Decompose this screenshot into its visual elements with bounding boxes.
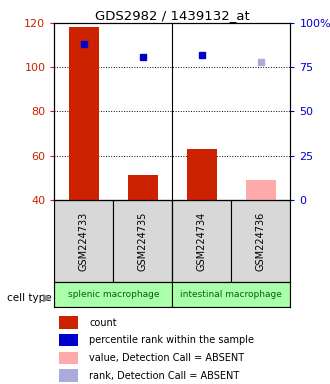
Text: GSM224735: GSM224735 — [138, 211, 148, 271]
Bar — [231, 200, 290, 282]
Text: splenic macrophage: splenic macrophage — [68, 290, 159, 299]
Text: cell type: cell type — [7, 293, 51, 303]
Bar — [59, 352, 78, 364]
Bar — [69, 28, 99, 200]
Bar — [54, 282, 172, 307]
Text: count: count — [89, 318, 117, 328]
Bar — [128, 175, 158, 200]
Text: rank, Detection Call = ABSENT: rank, Detection Call = ABSENT — [89, 371, 239, 381]
Text: GSM224736: GSM224736 — [256, 211, 266, 271]
Bar — [172, 200, 231, 282]
Bar — [114, 200, 173, 282]
Bar — [187, 149, 217, 200]
Text: percentile rank within the sample: percentile rank within the sample — [89, 335, 254, 345]
Text: GSM224733: GSM224733 — [79, 211, 89, 271]
Text: intestinal macrophage: intestinal macrophage — [181, 290, 282, 299]
Bar — [59, 369, 78, 382]
Bar — [246, 180, 276, 200]
Bar — [59, 316, 78, 329]
Text: ▶: ▶ — [43, 293, 51, 303]
Text: GSM224734: GSM224734 — [197, 211, 207, 271]
Title: GDS2982 / 1439132_at: GDS2982 / 1439132_at — [95, 9, 250, 22]
Bar — [59, 334, 78, 346]
Text: value, Detection Call = ABSENT: value, Detection Call = ABSENT — [89, 353, 244, 363]
Bar — [172, 282, 290, 307]
Bar — [54, 200, 114, 282]
